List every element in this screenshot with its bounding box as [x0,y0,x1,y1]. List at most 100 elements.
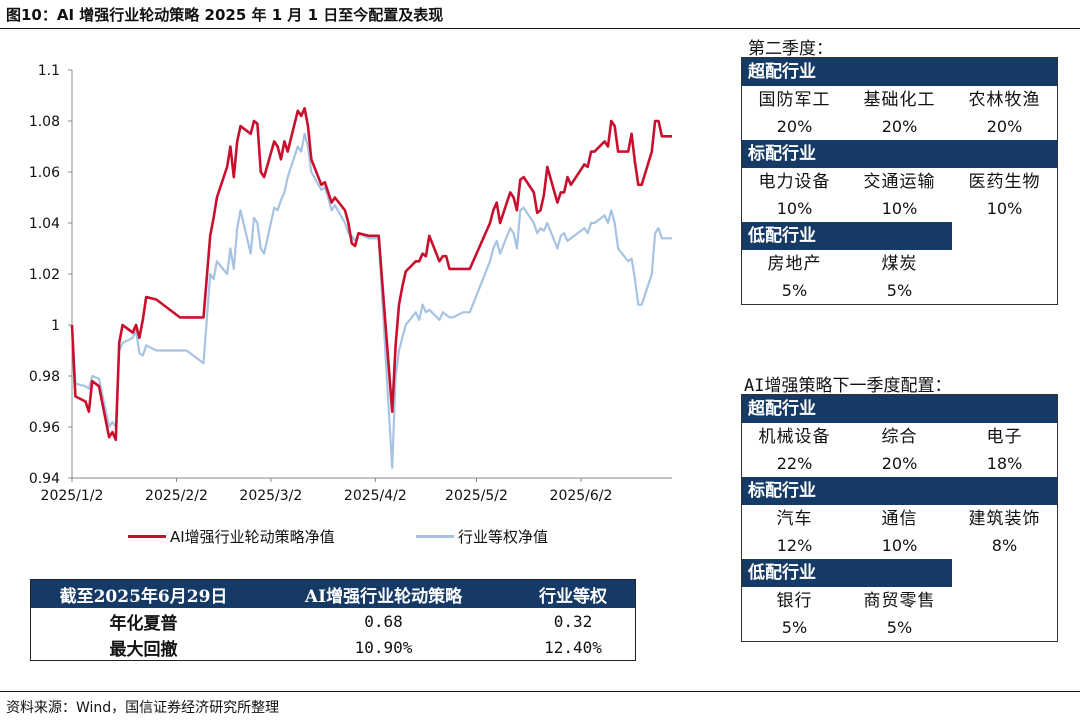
header-equal-weight: 行业等权 [511,580,635,608]
performance-table: 截至2025年6月29日 AI增强行业轮动策略 行业等权 年化夏普 0.68 0… [30,579,636,661]
q2-allocation-panel: 超配行业 国防军工 20% 基础化工 20% 农林牧渔 20% 标配行业 电力设… [741,57,1058,305]
line-chart: 0.94 0.96 0.98 1 1.02 1.04 1.06 1.08 1.1 2025/1/2… [29,63,672,504]
industry-weight: 20% [881,454,918,473]
allocation-cell: 电子 18% [952,423,1057,477]
allocation-cell: 通信 10% [847,505,952,559]
legend-swatch-equal-weight [416,535,454,538]
allocation-cell: 煤炭 5% [847,250,952,304]
q2-underweight-section: 低配行业 房地产 5% 煤炭 5% [742,222,1057,304]
legend-label-equal-weight: 行业等权净值 [458,528,549,546]
industry-weight: 5% [886,618,913,637]
x-tick-label: 2025/5/2 [445,488,508,504]
industry-name: 银行 [776,591,813,611]
y-tick-label: 1.02 [29,267,60,283]
industry-name: 交通运输 [863,172,936,192]
allocation-cell: 建筑装饰 8% [952,505,1057,559]
top-rule [0,28,1080,29]
industry-weight: 8% [991,536,1018,555]
industry-weight: 18% [986,454,1023,473]
industry-name: 综合 [881,427,918,447]
industry-weight: 20% [881,117,918,136]
x-tick-label: 2025/4/2 [344,488,407,504]
industry-weight: 10% [986,199,1023,218]
sharpe-strategy-value: 0.68 [364,611,403,631]
q2-standard-header: 标配行业 [742,140,1057,168]
industry-name: 基础化工 [863,90,936,110]
allocation-cell: 国防军工 20% [742,86,847,140]
row-label-max-drawdown: 最大回撤 [109,639,178,660]
allocation-cell: 农林牧渔 20% [952,86,1057,140]
x-tick-label: 2025/2/2 [145,488,208,504]
allocation-cell: 医药生物 10% [952,168,1057,222]
legend-item-strategy: AI增强行业轮动策略净值 [128,526,335,547]
series-line-strategy [70,107,672,442]
q2-overweight-header: 超配行业 [742,58,1057,86]
legend-label-strategy: AI增强行业轮动策略净值 [170,528,335,546]
y-tick-label: 1.08 [29,114,60,130]
next-overweight-section: 超配行业 机械设备 22% 综合 20% 电子 18% [742,395,1057,477]
next-standard-header: 标配行业 [742,477,1057,505]
industry-name: 房地产 [767,254,822,274]
allocation-cell: 综合 20% [847,423,952,477]
industry-name: 商贸零售 [863,591,936,611]
allocation-cell: 房地产 5% [742,250,847,304]
industry-name: 机械设备 [758,427,831,447]
allocation-cell: 商贸零售 5% [847,587,952,641]
industry-name: 建筑装饰 [968,509,1041,529]
x-tick-label: 2025/3/2 [239,488,302,504]
allocation-cell: 银行 5% [742,587,847,641]
allocation-cell: 电力设备 10% [742,168,847,222]
y-tick-label: 0.94 [29,471,60,487]
q2-allocation-title: 第二季度： [748,39,833,59]
x-tick-label: 2025/6/2 [550,488,613,504]
next-overweight-header: 超配行业 [742,395,1057,423]
x-tick-label: 2025/1/2 [41,488,104,504]
q2-standard-section: 标配行业 电力设备 10% 交通运输 10% 医药生物 10% [742,140,1057,222]
table-row: 最大回撤 10.90% 12.40% [31,634,635,660]
y-tick-label: 0.98 [29,369,60,385]
y-tick-label: 1 [51,318,60,334]
industry-name: 通信 [881,509,918,529]
industry-weight: 5% [781,618,808,637]
industry-name: 国防军工 [758,90,831,110]
allocation-cell: 汽车 12% [742,505,847,559]
industry-weight: 12% [776,536,813,555]
row-label-sharpe: 年化夏普 [109,613,178,634]
industry-weight: 5% [781,281,808,300]
table-row: 年化夏普 0.68 0.32 [31,608,635,634]
allocation-cell: 机械设备 22% [742,423,847,477]
industry-weight: 20% [776,117,813,136]
allocation-cell: 基础化工 20% [847,86,952,140]
industry-weight: 10% [776,199,813,218]
next-underweight-header: 低配行业 [742,559,952,587]
y-tick-label: 1.06 [29,165,60,181]
q2-overweight-section: 超配行业 国防军工 20% 基础化工 20% 农林牧渔 20% [742,58,1057,140]
q2-underweight-header: 低配行业 [742,222,952,250]
legend-swatch-strategy [128,535,166,538]
drawdown-equal-weight-value: 12.40% [544,637,602,657]
industry-weight: 5% [886,281,913,300]
industry-name: 农林牧渔 [968,90,1041,110]
industry-weight: 22% [776,454,813,473]
next-standard-section: 标配行业 汽车 12% 通信 10% 建筑装饰 8% [742,477,1057,559]
industry-name: 电力设备 [758,172,831,192]
industry-name: 医药生物 [968,172,1041,192]
series-line-equal-weight [70,132,672,469]
industry-name: 汽车 [776,509,813,529]
header-as-of-date: 截至2025年6月29日 [31,580,256,608]
bottom-rule [0,691,1080,692]
next-underweight-section: 低配行业 银行 5% 商贸零售 5% [742,559,1057,641]
source-note: 资料来源：Wind，国信证券经济研究所整理 [6,700,280,716]
y-tick-label: 0.96 [29,420,60,436]
drawdown-strategy-value: 10.90% [354,637,413,657]
industry-weight: 10% [881,536,918,555]
industry-weight: 20% [986,117,1023,136]
industry-name: 煤炭 [881,254,918,274]
allocation-cell: 交通运输 10% [847,168,952,222]
industry-name: 电子 [986,427,1023,447]
industry-weight: 10% [881,199,918,218]
performance-header-row: 截至2025年6月29日 AI增强行业轮动策略 行业等权 [31,580,635,608]
header-strategy: AI增强行业轮动策略 [256,580,511,608]
sharpe-equal-weight-value: 0.32 [553,611,593,631]
legend-item-equal-weight: 行业等权净值 [416,526,548,547]
